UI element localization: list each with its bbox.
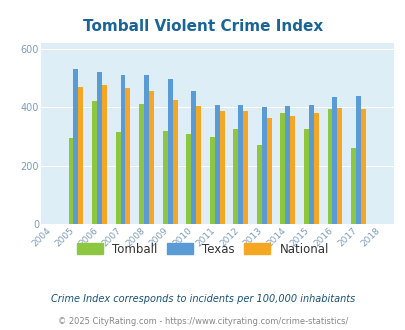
Bar <box>256 145 261 224</box>
Bar <box>332 97 337 224</box>
Bar <box>162 131 167 224</box>
Bar <box>120 75 125 224</box>
Legend: Tomball, Texas, National: Tomball, Texas, National <box>74 240 331 258</box>
Text: Crime Index corresponds to incidents per 100,000 inhabitants: Crime Index corresponds to incidents per… <box>51 294 354 304</box>
Bar <box>214 105 219 224</box>
Text: Tomball Violent Crime Index: Tomball Violent Crime Index <box>83 19 322 34</box>
Bar <box>97 72 102 224</box>
Bar <box>243 111 247 224</box>
Bar <box>149 91 153 224</box>
Bar <box>261 107 266 224</box>
Bar <box>233 129 238 224</box>
Bar <box>337 108 341 224</box>
Bar <box>290 116 294 224</box>
Bar <box>115 132 120 224</box>
Bar <box>78 87 83 224</box>
Bar <box>350 148 355 224</box>
Bar <box>209 137 214 224</box>
Bar <box>167 80 172 224</box>
Bar <box>191 91 196 224</box>
Bar <box>139 104 144 224</box>
Bar <box>313 113 318 224</box>
Bar <box>102 85 107 224</box>
Bar <box>266 117 271 224</box>
Bar <box>68 138 73 224</box>
Bar <box>196 106 200 224</box>
Bar <box>360 109 365 224</box>
Bar <box>92 101 97 224</box>
Bar <box>285 106 290 224</box>
Bar <box>219 111 224 224</box>
Bar <box>73 69 78 224</box>
Bar <box>355 96 360 224</box>
Bar <box>238 105 243 224</box>
Bar <box>327 109 332 224</box>
Bar <box>308 105 313 224</box>
Bar <box>125 88 130 224</box>
Bar <box>280 113 285 224</box>
Bar <box>303 129 308 224</box>
Bar <box>172 100 177 224</box>
Bar <box>186 134 191 224</box>
Text: © 2025 CityRating.com - https://www.cityrating.com/crime-statistics/: © 2025 CityRating.com - https://www.city… <box>58 317 347 326</box>
Bar <box>144 75 149 224</box>
